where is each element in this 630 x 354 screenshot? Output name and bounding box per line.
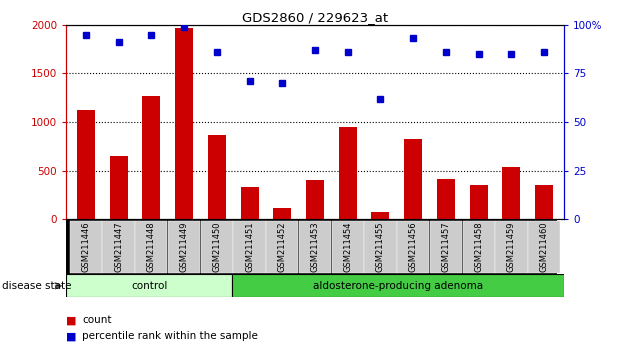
Bar <box>528 221 561 273</box>
Bar <box>495 221 528 273</box>
Text: GSM211454: GSM211454 <box>343 222 352 272</box>
Bar <box>306 179 324 219</box>
Bar <box>404 139 422 219</box>
Bar <box>503 167 520 219</box>
Text: GSM211452: GSM211452 <box>278 222 287 272</box>
Text: percentile rank within the sample: percentile rank within the sample <box>82 331 258 341</box>
Bar <box>168 221 200 273</box>
Text: disease state: disease state <box>2 281 71 291</box>
Bar <box>241 187 258 219</box>
Text: GSM211451: GSM211451 <box>245 222 254 272</box>
Text: count: count <box>82 315 112 325</box>
Title: GDS2860 / 229623_at: GDS2860 / 229623_at <box>242 11 388 24</box>
Text: control: control <box>131 281 168 291</box>
Bar <box>299 221 331 273</box>
Text: GSM211448: GSM211448 <box>147 222 156 272</box>
Bar <box>339 127 357 219</box>
Bar <box>110 156 127 219</box>
Bar <box>266 221 299 273</box>
Bar <box>437 178 455 219</box>
Bar <box>462 221 495 273</box>
Bar <box>430 221 462 273</box>
Bar <box>536 185 553 219</box>
Bar <box>102 221 135 273</box>
Bar <box>200 221 233 273</box>
Text: GSM211449: GSM211449 <box>180 222 188 272</box>
Bar <box>69 221 102 273</box>
Bar <box>135 221 168 273</box>
Bar <box>372 212 389 219</box>
Bar <box>364 221 397 273</box>
Bar <box>232 274 564 297</box>
Bar <box>470 185 488 219</box>
Text: GSM211459: GSM211459 <box>507 222 516 272</box>
Bar <box>66 274 232 297</box>
Bar <box>397 221 430 273</box>
Text: GSM211455: GSM211455 <box>376 222 385 272</box>
Text: ■: ■ <box>66 315 77 325</box>
Bar <box>142 96 160 219</box>
Text: GSM211450: GSM211450 <box>212 222 221 272</box>
Bar <box>208 135 226 219</box>
Text: ■: ■ <box>66 331 77 341</box>
Text: GSM211453: GSM211453 <box>311 222 319 272</box>
Text: aldosterone-producing adenoma: aldosterone-producing adenoma <box>313 281 483 291</box>
Text: GSM211458: GSM211458 <box>474 222 483 272</box>
Bar <box>77 110 94 219</box>
Bar <box>331 221 364 273</box>
Text: GSM211457: GSM211457 <box>442 222 450 272</box>
Bar <box>175 28 193 219</box>
Bar <box>273 208 291 219</box>
Text: GSM211460: GSM211460 <box>540 222 549 272</box>
Bar <box>233 221 266 273</box>
Text: GSM211446: GSM211446 <box>81 222 90 272</box>
Text: GSM211447: GSM211447 <box>114 222 123 272</box>
Text: GSM211456: GSM211456 <box>409 222 418 272</box>
